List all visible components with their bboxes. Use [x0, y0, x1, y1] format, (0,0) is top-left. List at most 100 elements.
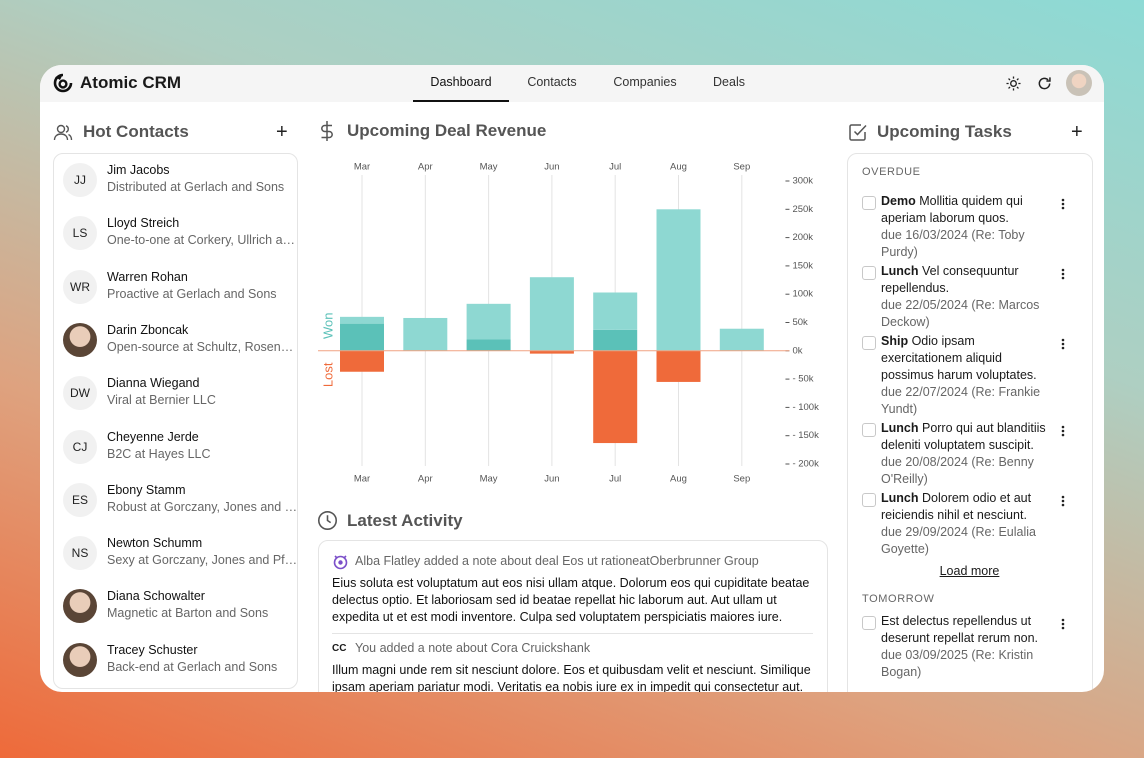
icon-ring — [333, 555, 348, 570]
nav-tab[interactable]: Deals — [713, 75, 745, 89]
task-description: Dolorem odio et aut reiciendis nihil et … — [881, 490, 1032, 522]
task-menu[interactable] — [1061, 495, 1065, 507]
nav-tab[interactable]: Contacts — [527, 75, 577, 89]
contact-subtitle: Back-end at Gerlach and Sons — [107, 659, 278, 674]
task: Demo Mollitia quidem qui aperiam laborum… — [862, 193, 1065, 261]
menu-dot — [1061, 206, 1065, 209]
avatar-initials: LS — [72, 226, 88, 241]
contact-name: Warren Rohan — [107, 269, 188, 284]
task-due: due 20/08/2024 (Re: Benny O'Reilly) — [881, 454, 1034, 486]
activity-icon — [333, 555, 348, 570]
chart-title: Upcoming Deal Revenue — [347, 121, 547, 140]
x-tick-label: Aug — [670, 474, 687, 485]
menu-dot — [1061, 198, 1065, 201]
y-tick-label: - 150k — [792, 430, 819, 441]
x-tick-label: Jul — [609, 474, 621, 485]
task-menu[interactable] — [1061, 618, 1065, 630]
task-menu[interactable] — [1061, 338, 1065, 350]
task-checkbox[interactable] — [862, 615, 876, 630]
revenue-chart: Mar Mar Apr Apr May May Jun Jun Jul Jul Aug Aug Sep S… — [318, 162, 819, 485]
icon-ears — [334, 555, 347, 559]
menu-dot — [1061, 626, 1065, 629]
user-avatar[interactable] — [1066, 70, 1092, 96]
menu-dot — [1061, 429, 1065, 432]
nav-tab[interactable]: Companies — [613, 75, 677, 89]
nav-tab[interactable]: Dashboard — [430, 75, 492, 89]
task-groups: OVERDUE Demo Mollitia quidem qui aperiam … — [862, 165, 1092, 683]
contact-avatar: WR — [63, 269, 97, 304]
task-menu[interactable] — [1061, 198, 1065, 210]
contact-name: Tracey Schuster — [107, 642, 198, 657]
load-more[interactable]: Load more — [939, 563, 1000, 578]
activity-body: Illum magni unde rem sit nesciunt dolore… — [332, 663, 811, 692]
task: Lunch Vel consequuntur repellendus. due 2… — [862, 263, 1065, 331]
contact-subtitle: Robust at Gorczany, Jones and … — [107, 499, 298, 514]
avatar-initials: DW — [70, 386, 90, 401]
avatar-initials: NS — [71, 546, 89, 561]
task-due: due 16/03/2024 (Re: Toby Purdy) — [881, 227, 1025, 259]
x-tick-label: Sep — [733, 474, 750, 485]
menu-dot — [1061, 503, 1065, 506]
task-checkbox[interactable] — [862, 492, 876, 507]
menu-dot — [1061, 425, 1065, 428]
logo — [53, 73, 73, 93]
task-menu[interactable] — [1061, 425, 1065, 437]
task-type: Lunch — [881, 490, 919, 505]
task-checkbox[interactable] — [862, 335, 876, 350]
contact-name: Ebony Stamm — [107, 482, 186, 497]
task-group-label: TOMORROW — [862, 593, 935, 605]
contact-subtitle: One-to-one at Corkery, Ullrich a… — [107, 233, 296, 248]
task-description: Porro qui aut blanditiis deleniti volupt… — [881, 420, 1046, 452]
theme-toggle[interactable] — [1006, 76, 1021, 91]
task: Lunch Dolorem odio et aut reiciendis nih… — [862, 490, 1065, 558]
activity-header: Alba Flatley added a note about deal Eos… — [355, 554, 759, 568]
menu-dot — [1061, 346, 1065, 349]
x-tick-label: Jun — [544, 162, 559, 173]
task-type: Ship — [881, 333, 909, 348]
bar — [529, 277, 574, 351]
bar — [719, 328, 764, 351]
menu-dot — [1061, 276, 1065, 279]
menu-dot — [1061, 272, 1065, 275]
contact-name: Newton Schumm — [107, 536, 203, 551]
contact-avatar — [63, 589, 97, 624]
contact-name: Dianna Wiegand — [107, 376, 200, 391]
refresh-button[interactable] — [1037, 76, 1052, 91]
task-group-label: OVERDUE — [862, 166, 921, 178]
top-bar: Atomic CRM Dashboard Contacts Companies … — [40, 65, 1104, 102]
contact-subtitle: Distributed at Gerlach and Sons — [107, 180, 285, 194]
add-task-button[interactable]: + — [1071, 121, 1083, 143]
contact-name: Diana Schowalter — [107, 589, 205, 604]
bar — [466, 339, 511, 351]
task-checkbox[interactable] — [862, 422, 876, 437]
contact-subtitle: Sexy at Gorczany, Jones and Pf… — [107, 553, 298, 568]
task-due: due 29/09/2024 (Re: Eulalia Goyette) — [881, 524, 1036, 556]
menu-dot — [1061, 495, 1065, 498]
x-tick-label: Apr — [418, 474, 433, 485]
panel-title: Upcoming Tasks — [877, 122, 1012, 141]
menu-dot — [1061, 338, 1065, 341]
task-checkbox[interactable] — [862, 265, 876, 280]
x-tick-label: Sep — [733, 162, 750, 173]
task-description: Est delectus repellendus ut deserunt rep… — [881, 613, 1039, 645]
tasks-card — [847, 153, 1093, 692]
task-checkbox[interactable] — [862, 195, 876, 210]
x-tick-label: Mar — [354, 474, 370, 485]
bar — [529, 350, 574, 354]
task-menu[interactable] — [1061, 268, 1065, 280]
x-tick-label: Jun — [544, 474, 559, 485]
add-contact-button[interactable]: + — [276, 121, 288, 143]
x-tick-label: Aug — [670, 162, 687, 173]
contact-subtitle: B2C at Hayes LLC — [107, 446, 211, 461]
contact-avatar: ES — [63, 482, 97, 517]
activity-separator — [332, 633, 813, 634]
y-tick-label: - 50k — [792, 374, 813, 385]
y-tick-label: 150k — [792, 260, 813, 271]
contact-avatar: DW — [63, 376, 97, 411]
contact-name: Jim Jacobs — [107, 163, 170, 177]
contact-avatar: CJ — [63, 429, 97, 464]
contact-avatar — [63, 322, 97, 357]
contact-name: Darin Zboncak — [107, 322, 189, 337]
menu-dot — [1061, 202, 1065, 205]
